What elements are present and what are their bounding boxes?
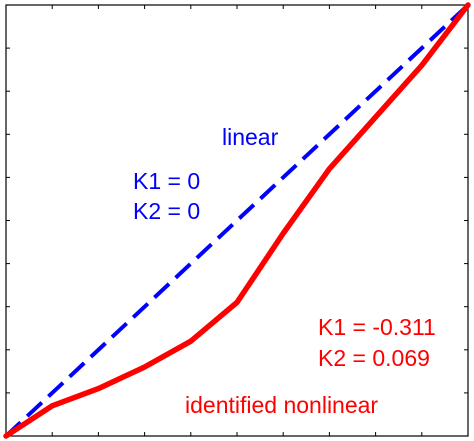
nonlinear-k1-label: K1 = -0.311 xyxy=(318,314,436,340)
series-line-identified-nonlinear xyxy=(3,2,471,439)
nonlinear-k2-label: K2 = 0.069 xyxy=(318,345,430,371)
nonlinear-label: identified nonlinear xyxy=(185,392,378,418)
tick-marks xyxy=(6,5,468,436)
linear-k2-label: K2 = 0 xyxy=(133,198,200,224)
linear-k1-label: K1 = 0 xyxy=(133,168,200,194)
linear-label: linear xyxy=(222,124,279,150)
series-line-linear xyxy=(4,3,470,438)
